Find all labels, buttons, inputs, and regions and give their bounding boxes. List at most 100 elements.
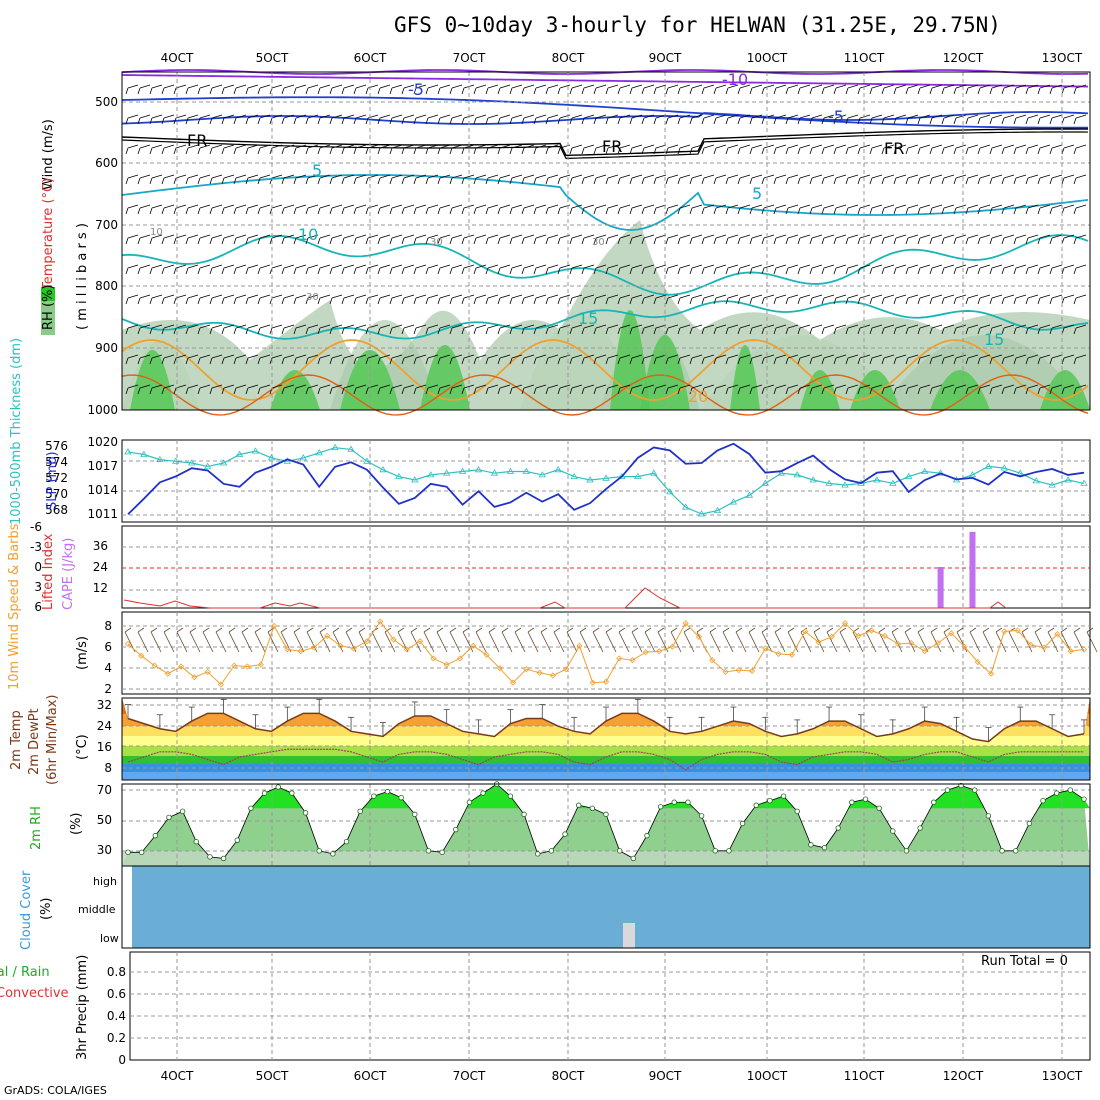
wind-barb xyxy=(175,384,187,389)
wind-barb-flag xyxy=(629,387,633,395)
wind-barb-flag xyxy=(1001,87,1005,95)
wind-barb-flag xyxy=(305,297,309,305)
wind-barb-flag xyxy=(797,357,801,365)
wind-barb xyxy=(319,324,331,329)
wind-barb xyxy=(235,144,247,149)
wind-barb xyxy=(1063,234,1075,239)
wind-barb xyxy=(547,294,559,299)
wind-barb xyxy=(967,174,979,179)
wind-barb-10m-flag xyxy=(644,627,652,633)
rh-marker xyxy=(439,849,445,856)
wind-barb-flag xyxy=(701,387,705,395)
wind-barbs-10m xyxy=(124,627,1098,653)
wind-marker xyxy=(456,655,464,662)
wind-barb-flag xyxy=(1049,117,1053,125)
wind-barb-flag xyxy=(845,117,849,125)
wind-barb-flag xyxy=(1061,177,1065,185)
wind-barb xyxy=(991,354,1003,359)
wind-barb-flag xyxy=(749,237,753,245)
wind-barb xyxy=(163,84,175,89)
wind-barb xyxy=(835,114,847,119)
wind-barb-flag xyxy=(965,117,969,125)
wind-barb-flag xyxy=(665,117,669,125)
wind-barb xyxy=(715,84,727,89)
wind-barb-flag xyxy=(977,207,981,215)
wind-barb-10m xyxy=(787,631,799,653)
wind-barb-flag xyxy=(317,87,321,95)
wind-barb-flag xyxy=(785,87,789,95)
wind-barb-10m xyxy=(436,631,448,653)
wind-barb-flag xyxy=(749,297,753,305)
wind-barb xyxy=(1003,294,1015,299)
wind-barb-flag xyxy=(1073,357,1077,365)
wind-barb-flag xyxy=(305,117,309,125)
wind-barb xyxy=(931,294,943,299)
wind-barb-flag xyxy=(509,237,513,245)
wind-barb-flag xyxy=(305,87,309,95)
upper-temp-label: Temperature (°C) xyxy=(41,178,56,291)
wind-barb-flag xyxy=(797,207,801,215)
wind-barb-flag xyxy=(881,117,885,125)
wind-barb xyxy=(175,144,187,149)
wind-barb xyxy=(151,324,163,329)
wind-barb xyxy=(1051,144,1063,149)
wind-barb-flag xyxy=(953,117,957,125)
wind-marker xyxy=(430,655,437,662)
wind-barb-flag xyxy=(245,207,249,215)
wind-barb xyxy=(571,294,583,299)
wind-barb-10m xyxy=(254,631,266,653)
wind-barb xyxy=(139,264,151,269)
wind-barb-flag xyxy=(905,297,909,305)
wind-barb-flag xyxy=(929,357,933,365)
wind-barb xyxy=(223,294,235,299)
wind-barb-flag xyxy=(401,147,405,155)
wind-barb xyxy=(811,384,823,389)
wind-barb xyxy=(583,294,595,299)
wind-barb xyxy=(127,294,139,299)
wind-barb xyxy=(835,354,847,359)
wind-barb xyxy=(187,114,199,119)
wind-barb-flag xyxy=(653,147,657,155)
date-tick-top: 10OCT xyxy=(747,51,788,65)
wind-barb xyxy=(1063,264,1075,269)
wind-barb xyxy=(451,174,463,179)
wind-marker xyxy=(788,651,795,658)
thickness-marker xyxy=(984,462,993,469)
wind-barb-flag xyxy=(833,237,837,245)
wind-barb-flag xyxy=(677,327,681,335)
wind-barb-flag xyxy=(485,207,489,215)
wind-barb-flag xyxy=(365,267,369,275)
wind-barb-flag xyxy=(281,87,285,95)
wind-barb xyxy=(679,84,691,89)
wind-barb-10m xyxy=(371,631,383,653)
wind-barb xyxy=(811,174,823,179)
wind-marker xyxy=(974,658,981,666)
wind-barb xyxy=(991,294,1003,299)
wind-barb xyxy=(715,324,727,329)
wind-barb-flag xyxy=(461,177,465,185)
wind-barb-flag xyxy=(161,387,165,395)
y-axis-ticks: 5006007008009001000576574572570568102010… xyxy=(30,95,126,1067)
wind-barb-flag xyxy=(965,387,969,395)
wind-barb xyxy=(331,234,343,239)
wind-barb xyxy=(739,144,751,149)
wind-barb-10m-flag xyxy=(241,627,249,633)
wind-barb xyxy=(283,204,295,209)
wind-barb-10m-flag xyxy=(423,627,431,633)
wind-barb xyxy=(619,84,631,89)
wind-barb-flag xyxy=(125,237,129,245)
y-tick-label: 0 xyxy=(34,560,42,574)
wind-barb-flag xyxy=(689,207,693,215)
wind-barb xyxy=(163,264,175,269)
wind-barb-flag xyxy=(689,177,693,185)
cloud-low: low xyxy=(100,932,119,945)
wind-barb xyxy=(943,234,955,239)
wind-barb-flag xyxy=(593,117,597,125)
wind-barb-10m-flag xyxy=(839,627,847,633)
wind-barb xyxy=(943,174,955,179)
wind-barb-flag xyxy=(521,237,525,245)
wind-barb-flag xyxy=(317,177,321,185)
wind-barb xyxy=(199,354,211,359)
wind-barb-10m xyxy=(319,631,331,653)
wind-barb-flag xyxy=(341,117,345,125)
